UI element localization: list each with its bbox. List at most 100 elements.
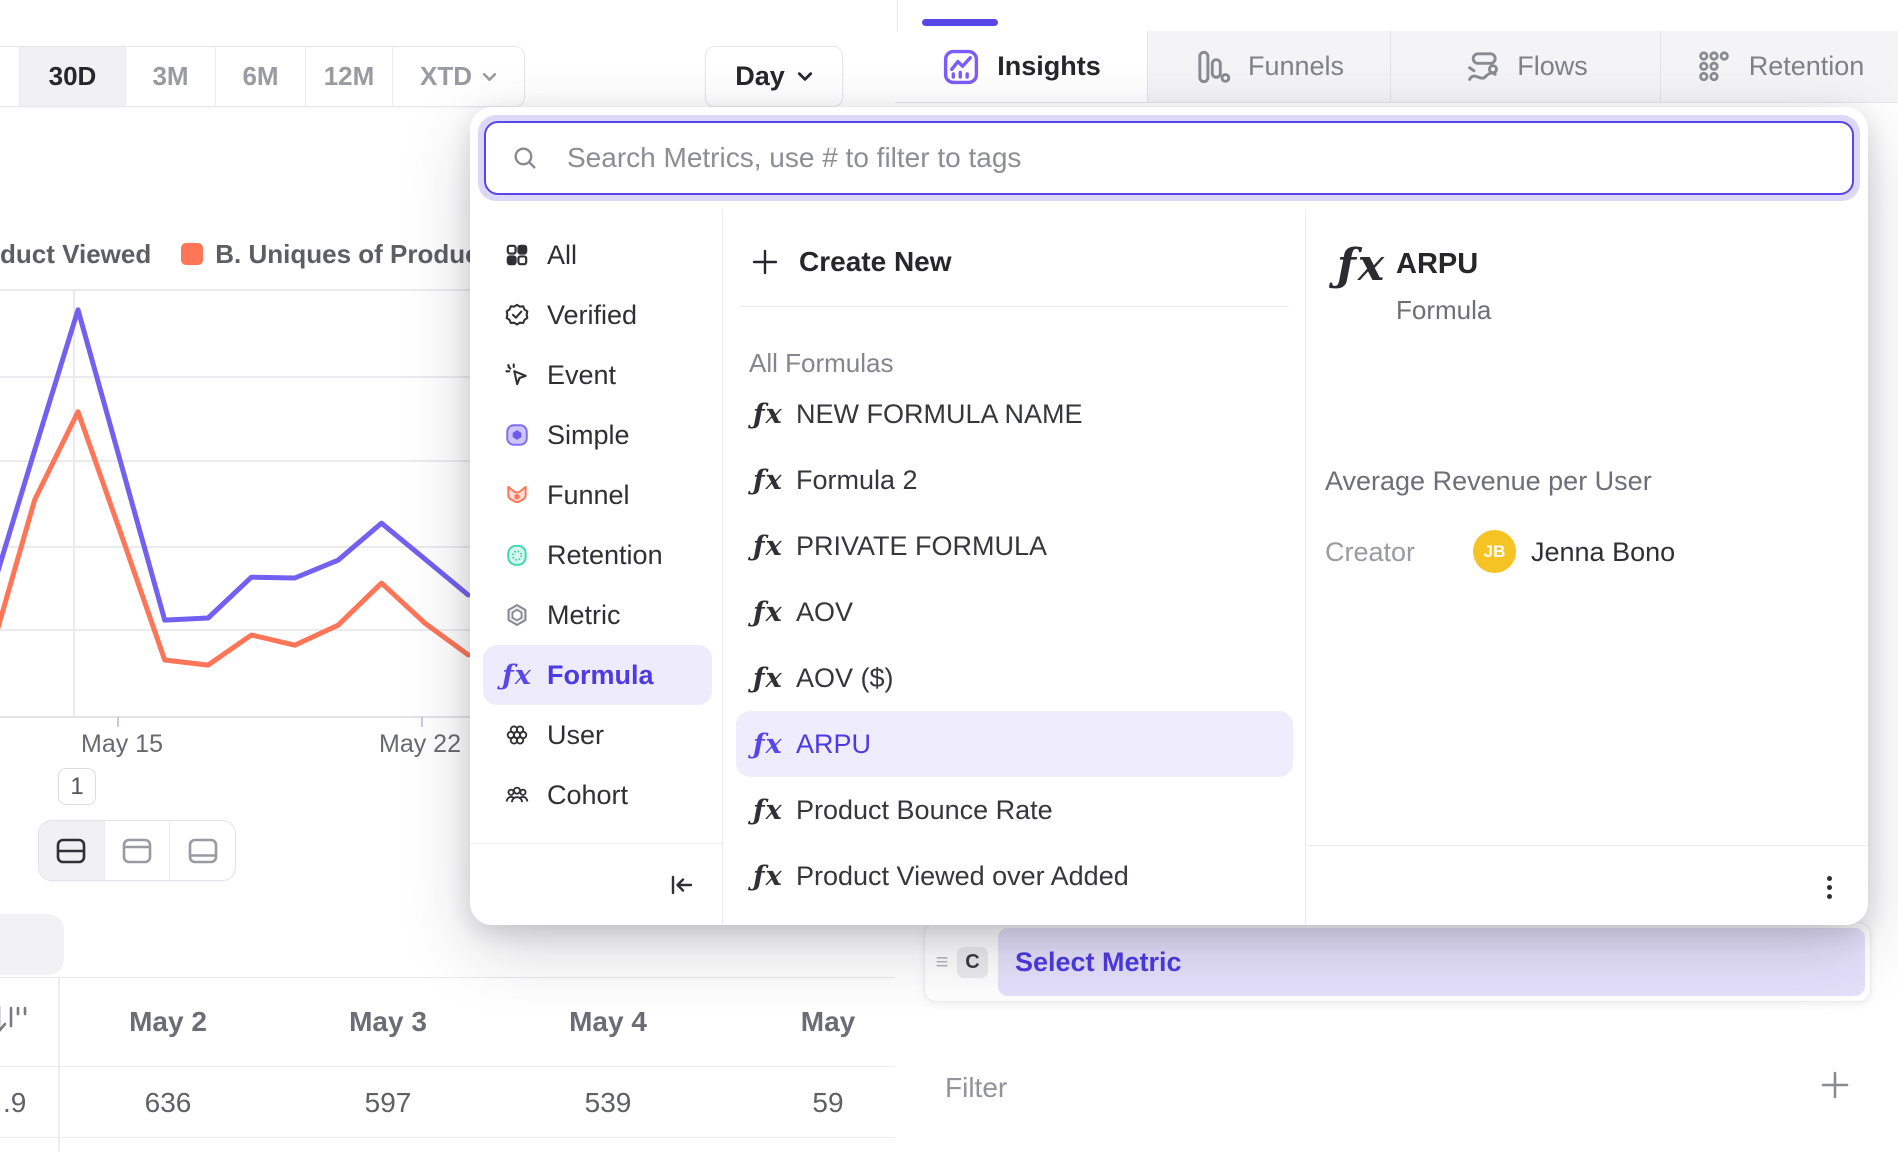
metric-list-panel: Create New All Formulas ƒx NEW FORMULA N…	[724, 210, 1306, 925]
tab-retention[interactable]: Retention	[1660, 31, 1898, 102]
time-range-option-30d[interactable]: 30D	[19, 47, 125, 106]
user-flower-icon	[504, 722, 530, 748]
sidebar-item-label: User	[547, 719, 605, 750]
chart-legend: duct Viewed B. Uniques of Product Add	[0, 238, 545, 269]
sidebar-item-label: Verified	[547, 299, 638, 330]
formula-fx-icon: ƒx	[753, 662, 783, 694]
sidebar-item-funnel[interactable]: Funnel	[470, 465, 722, 525]
plus-icon	[752, 249, 778, 275]
formula-fx-icon: ƒx	[753, 794, 783, 826]
time-range-option-xtd[interactable]: XTD	[392, 47, 524, 106]
filter-section-label: Filter	[945, 1072, 1008, 1103]
formula-fx-icon: ƒx	[753, 596, 783, 628]
granularity-label: Day	[735, 61, 785, 91]
formula-list: ƒx NEW FORMULA NAME ƒx Formula 2 ƒx PRIV…	[724, 381, 1305, 909]
sidebar-item-event[interactable]: Event	[470, 345, 722, 405]
granularity-dropdown[interactable]: Day	[705, 46, 843, 107]
formula-name: Formula 2	[796, 464, 918, 495]
sidebar-item-user[interactable]: User	[470, 705, 722, 765]
column-header[interactable]: May 2	[129, 1006, 207, 1037]
sidebar-item-metric[interactable]: Metric	[470, 585, 722, 645]
table-row[interactable]: .9 636 597 539 59	[0, 1068, 895, 1138]
formula-fx-icon: ƒx	[1337, 240, 1387, 291]
simple-metric-icon	[504, 422, 530, 448]
time-range-option-3m[interactable]: 3M	[125, 47, 215, 106]
breakdown-table: May 2 May 3 May 4 May .9 636 597 539 59	[0, 977, 895, 1152]
formula-name: PRIVATE FORMULA	[796, 530, 1048, 561]
sidebar-item-label: Formula	[547, 659, 654, 690]
retention-metric-icon	[504, 542, 530, 568]
formula-fx-icon: ƒx	[502, 659, 532, 691]
legend-swatch-b	[181, 243, 204, 265]
list-item-formula-selected[interactable]: ƒx ARPU	[736, 711, 1293, 777]
table-header-row: May 2 May 3 May 4 May	[0, 978, 895, 1067]
sidebar-item-all[interactable]: All	[470, 225, 722, 285]
search-field	[484, 121, 1854, 195]
metric-picker-dialog: All Verified	[470, 107, 1868, 925]
sidebar-footer	[470, 843, 722, 925]
formula-name: Product Viewed over Added	[796, 860, 1129, 891]
layout-top-panel-button[interactable]	[103, 821, 170, 880]
top-panel-icon	[122, 838, 152, 863]
select-metric-button[interactable]: Select Metric	[998, 928, 1865, 996]
overflow-menu-button[interactable]	[1814, 872, 1844, 902]
detail-footer	[1307, 845, 1868, 925]
list-item-formula[interactable]: ƒx Product Viewed over Added	[724, 843, 1305, 909]
detail-type: Formula	[1396, 295, 1492, 325]
drag-handle-icon[interactable]: ≡	[935, 949, 949, 974]
layout-bottom-panel-button[interactable]	[169, 821, 235, 880]
column-header[interactable]: May	[800, 1006, 856, 1037]
page-number-badge[interactable]: 1	[58, 768, 96, 805]
create-new-button[interactable]: Create New	[724, 230, 1305, 294]
tab-insights[interactable]: Insights	[895, 31, 1147, 102]
add-filter-button[interactable]	[1812, 1062, 1858, 1108]
search-icon	[514, 146, 536, 169]
list-item-formula[interactable]: ƒx Product Bounce Rate	[724, 777, 1305, 843]
time-range-option-6m[interactable]: 6M	[215, 47, 305, 106]
series-a-line	[0, 307, 471, 623]
x-tick-label: May 22	[379, 730, 461, 758]
column-header[interactable]: May 4	[569, 1006, 647, 1037]
sidebar-item-label: All	[547, 239, 578, 270]
collapse-left-icon	[671, 875, 693, 894]
formula-fx-icon: ƒx	[753, 728, 783, 760]
list-item-formula[interactable]: ƒx Formula 2	[724, 447, 1305, 513]
time-range-option-12m[interactable]: 12M	[305, 47, 392, 106]
search-input[interactable]	[567, 123, 1852, 193]
panel-divider	[897, 0, 898, 31]
sidebar-item-label: Simple	[547, 419, 630, 450]
xtd-label: XTD	[420, 61, 472, 91]
formula-name: NEW FORMULA NAME	[796, 398, 1083, 429]
creator-label: Creator	[1325, 537, 1416, 567]
table-cell: 597	[364, 1086, 412, 1118]
sort-button[interactable]	[0, 1000, 58, 1045]
table-cell: 59	[812, 1086, 844, 1118]
sidebar-item-label: Cohort	[547, 779, 629, 810]
sidebar-item-formula[interactable]: ƒx Formula	[483, 645, 712, 705]
tab-funnels[interactable]: Funnels	[1147, 31, 1390, 102]
list-item-formula[interactable]: ƒx PRIVATE FORMULA	[724, 513, 1305, 579]
formula-name: AOV ($)	[796, 662, 894, 693]
legend-item-a[interactable]: duct Viewed	[0, 238, 152, 269]
clause-letter-badge: C	[957, 946, 988, 978]
tab-indicator	[922, 19, 998, 26]
sort-desc-icon	[0, 1005, 27, 1032]
list-item-formula[interactable]: ƒx AOV ($)	[724, 645, 1305, 711]
list-item-formula[interactable]: ƒx AOV	[724, 579, 1305, 645]
avatar: JB	[1473, 530, 1516, 573]
layout-toggle-group	[38, 820, 236, 881]
layout-split-rows-button[interactable]	[39, 821, 104, 880]
sidebar-item-verified[interactable]: Verified	[470, 285, 722, 345]
column-header[interactable]: May 3	[349, 1006, 427, 1037]
retention-dots-icon	[1698, 50, 1729, 81]
list-item-formula[interactable]: ƒx NEW FORMULA NAME	[724, 381, 1305, 447]
time-range-option-clipped[interactable]	[0, 47, 19, 106]
metric-hexagon-icon	[504, 602, 530, 628]
report-tabbar: Insights Funnels Flows	[895, 31, 1898, 103]
sidebar-item-retention[interactable]: Retention	[470, 525, 722, 585]
tab-flows[interactable]: Flows	[1390, 31, 1660, 102]
sidebar-item-simple[interactable]: Simple	[470, 405, 722, 465]
sidebar-item-cohort[interactable]: Cohort	[470, 765, 722, 825]
tab-funnels-label: Funnels	[1247, 51, 1345, 81]
collapse-sidebar-button[interactable]	[666, 870, 696, 900]
